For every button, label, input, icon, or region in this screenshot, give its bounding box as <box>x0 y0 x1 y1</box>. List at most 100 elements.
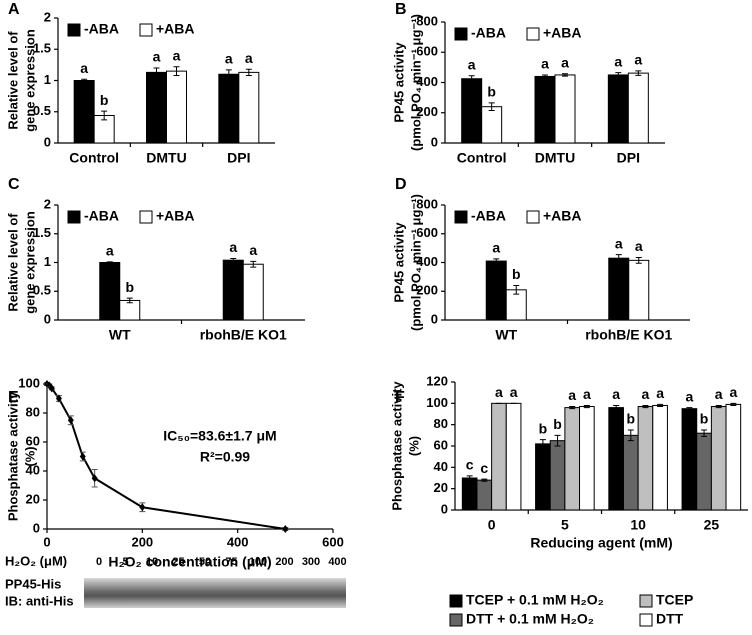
x-tick-label: WT <box>495 327 517 343</box>
y-tick-label: 80 <box>434 416 448 431</box>
error-bar <box>635 70 642 76</box>
x-tick-label: DMTU <box>146 150 186 166</box>
x-tick-label: 0 <box>43 534 50 549</box>
significance-letter: a <box>715 386 723 402</box>
y-tick-label: 2 <box>44 9 51 24</box>
blot-row-label: IB: anti-His <box>5 593 74 608</box>
error-bar <box>562 73 568 77</box>
point <box>282 525 289 533</box>
x-tick-label: 200 <box>131 534 153 549</box>
y-tick-label: 20 <box>26 491 40 506</box>
bar <box>608 257 630 321</box>
x-tick-label: WT <box>109 327 131 343</box>
error-bar <box>615 254 622 263</box>
legend-swatch <box>67 23 81 37</box>
blot-lane-label: 50 <box>199 556 211 568</box>
legend-label: +ABA <box>543 25 582 41</box>
blot-image <box>84 578 346 608</box>
legend-swatch <box>449 594 463 608</box>
bar <box>505 402 522 511</box>
significance-letter: a <box>229 239 237 255</box>
y-tick-label: 1 <box>44 72 51 87</box>
y-tick-label: 1 <box>44 254 51 269</box>
significance-letter: a <box>656 385 664 401</box>
y-axis-label: PP45 activity <box>391 42 406 123</box>
bar <box>637 406 654 511</box>
significance-letter: b <box>627 411 636 427</box>
bar <box>696 432 712 511</box>
panel-label: B <box>395 1 407 18</box>
legend-label: -ABA <box>84 208 119 224</box>
legend-swatch <box>639 613 653 627</box>
error-bar <box>701 429 708 437</box>
bar <box>99 262 121 321</box>
panel-label: A <box>8 1 20 18</box>
error-bar <box>126 297 133 304</box>
y-tick-label: 0 <box>44 311 51 326</box>
y-tick-label: 600 <box>416 44 438 59</box>
error-bar <box>513 285 520 295</box>
bar <box>681 408 698 511</box>
legend-label: +ABA <box>543 208 582 224</box>
legend-swatch <box>639 594 653 608</box>
bar <box>725 403 742 511</box>
y-axis-label: (pmol PO₄ min⁻¹ μg⁻¹) <box>408 194 423 331</box>
significance-letter: b <box>487 84 496 100</box>
x-tick-label: 400 <box>227 534 249 549</box>
bar <box>652 404 668 511</box>
error-bar <box>686 407 693 411</box>
significance-letter: a <box>614 53 622 69</box>
significance-letter: a <box>495 384 503 400</box>
error-bar <box>466 475 473 481</box>
legend-swatch <box>526 27 540 41</box>
x-tick-label: 10 <box>630 517 646 533</box>
significance-letter: a <box>80 60 88 76</box>
error-bar <box>153 67 160 78</box>
legend-label: -ABA <box>84 21 119 37</box>
panel-label: E <box>8 389 19 406</box>
bar <box>564 407 581 511</box>
significance-letter: b <box>539 420 548 436</box>
error-bar <box>615 72 622 78</box>
legend-label: DTT <box>656 611 684 627</box>
y-tick-label: 40 <box>26 462 40 477</box>
error-bar <box>635 256 642 264</box>
blot-lane-label: 75 <box>225 556 237 568</box>
y-axis-label: (pmol PO₄ min⁻¹ μg⁻¹) <box>408 14 423 151</box>
error-bar <box>613 404 620 411</box>
y-axis-label: (%) <box>22 446 37 466</box>
x-tick-label: DPI <box>617 150 640 166</box>
significance-letter: a <box>583 386 591 402</box>
bar <box>476 479 493 511</box>
significance-letter: b <box>100 92 109 108</box>
significance-letter: c <box>480 460 488 476</box>
bar <box>627 72 649 144</box>
legend-swatch <box>139 23 153 37</box>
y-tick-label: 2 <box>44 196 51 211</box>
significance-letter: a <box>225 51 233 67</box>
error-bar <box>627 429 634 442</box>
blot-lane-label: 100 <box>249 556 267 568</box>
y-tick-label: 0 <box>441 501 448 516</box>
y-tick-label: 800 <box>416 13 438 28</box>
error-bar <box>554 434 561 447</box>
bar <box>622 434 639 511</box>
annotation: IC₅₀=83.6±1.7 μM <box>163 428 276 444</box>
y-tick-label: 20 <box>434 480 448 495</box>
x-axis-label: Reducing agent (mM) <box>530 535 672 551</box>
bar <box>218 73 240 144</box>
legend-swatch <box>67 210 81 224</box>
x-axis-label: H₂O₂ concentration (μM) <box>108 554 271 570</box>
legend-swatch <box>454 27 468 41</box>
bar <box>608 407 624 511</box>
y-axis-label: PP45 activity <box>391 222 406 303</box>
significance-letter: a <box>492 240 500 256</box>
significance-letter: a <box>615 235 623 251</box>
y-axis-label: gene expression <box>22 211 37 314</box>
x-tick-label: rbohB/E KO1 <box>585 327 672 343</box>
y-tick-label: 200 <box>416 104 438 119</box>
error-bar <box>81 78 88 83</box>
significance-letter: a <box>245 50 253 66</box>
point <box>67 416 74 425</box>
significance-letter: a <box>686 388 694 404</box>
